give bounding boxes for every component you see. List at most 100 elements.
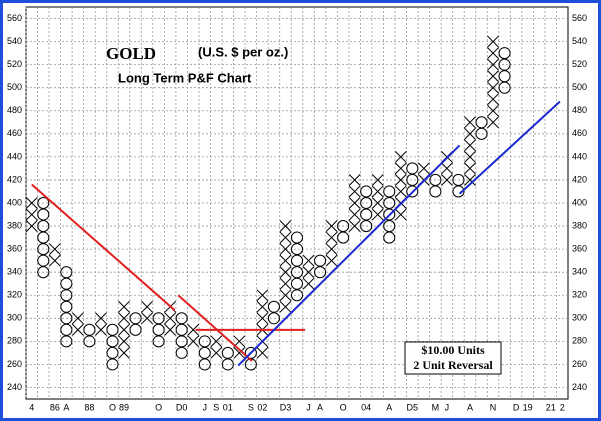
x-box	[348, 174, 361, 186]
x-tick-label: J	[202, 402, 207, 412]
x-tick-label: D3	[280, 402, 292, 412]
x-box	[72, 312, 84, 325]
chart-title: GOLD	[106, 44, 156, 63]
o-box	[290, 231, 304, 244]
o-box	[498, 47, 511, 60]
o-column	[290, 231, 304, 302]
x-tick-label: O	[109, 402, 116, 412]
y-tick-label: 300	[7, 313, 22, 323]
y-tick-label: 460	[7, 128, 22, 138]
x-box	[394, 208, 407, 221]
x-box	[210, 335, 223, 348]
o-column	[37, 196, 50, 279]
x-tick-label: D	[513, 402, 520, 412]
y-tick-label: 260	[7, 359, 22, 369]
y-tick-label: 500	[572, 82, 587, 92]
note-box	[404, 341, 502, 375]
grid	[25, 7, 568, 399]
x-box	[417, 162, 430, 175]
x-tick-label: 4	[29, 402, 34, 412]
trendline	[458, 100, 561, 195]
x-box	[233, 346, 246, 359]
o-box	[244, 346, 257, 359]
x-tick-label: S	[248, 402, 254, 412]
o-box	[83, 323, 96, 336]
x-box	[256, 312, 269, 325]
x-box	[464, 139, 476, 152]
o-column	[267, 300, 280, 325]
x-box	[348, 220, 361, 232]
o-box	[221, 346, 234, 359]
note-text: $10.00 Units	[421, 343, 485, 357]
x-box	[279, 289, 292, 302]
x-tick-label: 86	[50, 402, 60, 412]
x-box	[279, 220, 292, 232]
y-tick-label: 360	[7, 243, 22, 253]
y-tick-label: 400	[572, 197, 587, 207]
x-box	[95, 312, 107, 325]
y-tick-label: 340	[572, 267, 587, 277]
y-tick-label: 540	[7, 36, 22, 46]
x-box	[325, 254, 338, 267]
x-box	[325, 231, 338, 244]
y-tick-label: 320	[7, 290, 22, 300]
x-box	[371, 208, 384, 221]
o-column	[152, 312, 165, 348]
x-box	[118, 312, 130, 325]
x-box	[487, 70, 499, 83]
x-box	[25, 220, 38, 232]
x-box	[325, 243, 338, 256]
y-tick-label: 340	[7, 267, 22, 277]
x-box	[394, 174, 407, 186]
x-tick-label: 19	[523, 402, 533, 412]
x-column	[487, 35, 499, 129]
x-box	[118, 323, 130, 336]
x-box	[487, 93, 499, 106]
y-tick-label: 300	[572, 313, 587, 323]
o-box	[129, 312, 142, 325]
x-box	[325, 220, 338, 232]
o-box	[475, 116, 488, 129]
x-tick-label: D0	[176, 402, 188, 412]
x-box	[464, 150, 476, 163]
x-box	[302, 266, 315, 279]
x-column	[464, 116, 476, 186]
x-box	[302, 277, 315, 290]
x-box	[48, 243, 61, 256]
x-column	[187, 323, 200, 348]
chart-label: Long Term P&F Chart	[118, 70, 252, 85]
o-column	[221, 346, 234, 371]
x-box	[141, 300, 153, 313]
x-box	[25, 197, 38, 209]
o-column	[452, 173, 465, 198]
x-box	[279, 231, 292, 244]
x-box	[48, 254, 61, 267]
x-box	[441, 174, 453, 186]
x-column	[95, 312, 107, 336]
y-tick-label: 280	[572, 336, 587, 346]
o-column	[498, 47, 511, 94]
note-text: 2 Unit Reversal	[413, 358, 493, 372]
x-box	[348, 208, 361, 221]
y-tick-label: 260	[572, 359, 587, 369]
x-box	[279, 243, 292, 256]
x-tick-label: 02	[257, 402, 267, 412]
x-box	[394, 150, 407, 163]
x-tick-label: 01	[223, 402, 233, 412]
x-tick-label: M	[432, 402, 440, 412]
x-box	[210, 346, 223, 359]
x-tick-label: 04	[361, 402, 371, 412]
y-tick-label: 240	[572, 382, 587, 392]
x-tick-label: A	[467, 402, 473, 412]
chart-subtitle: (U.S. $ per oz.)	[198, 44, 288, 59]
x-box	[371, 174, 384, 186]
x-box	[348, 185, 361, 198]
o-box	[37, 196, 50, 210]
x-box	[25, 208, 38, 221]
y-tick-label: 560	[7, 13, 22, 23]
y-tick-label: 360	[572, 243, 587, 253]
y-tick-label: 480	[7, 105, 22, 115]
x-tick-label: A	[386, 402, 392, 412]
x-column	[48, 243, 61, 267]
